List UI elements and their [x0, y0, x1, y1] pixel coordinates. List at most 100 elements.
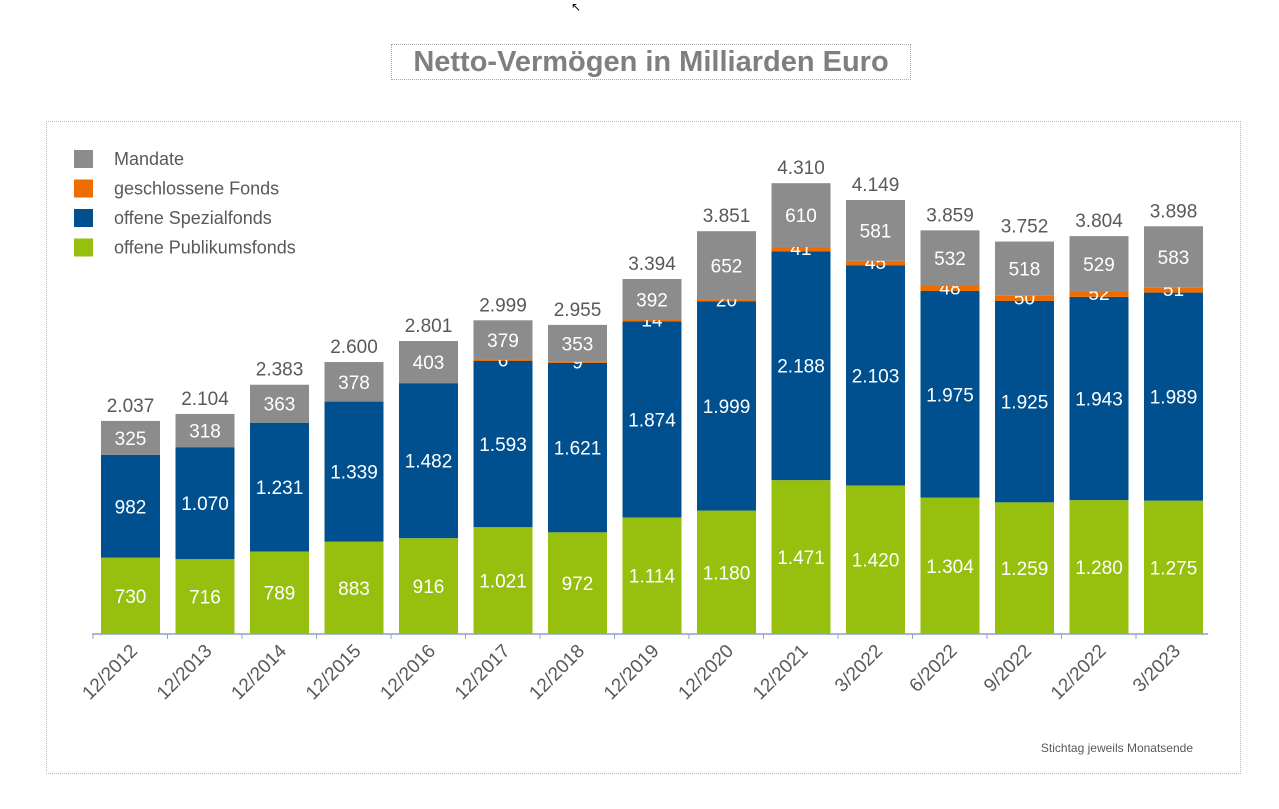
bar-segment-mandate — [920, 230, 980, 286]
data-label: 1.021 — [479, 572, 527, 593]
data-label: 1.304 — [926, 557, 974, 578]
bar-segment-mandate — [846, 200, 905, 261]
bar-segment-offene-publikumsfonds — [250, 551, 309, 634]
bar-segment-mandate — [622, 278, 682, 320]
bar-segment-offene-spezialfonds — [995, 300, 1054, 503]
x-tick-label: 12/2012 — [79, 641, 142, 704]
bar-segment-offene-publikumsfonds — [473, 527, 533, 634]
data-label: 972 — [562, 574, 594, 595]
bar-segment-mandate — [399, 341, 458, 384]
bar-segment-mandate — [101, 420, 160, 455]
footnote: Stichtag jeweils Monatsende — [1041, 741, 1193, 755]
data-label: 2.188 — [777, 357, 825, 378]
total-label: 3.394 — [628, 254, 676, 275]
data-label: 392 — [636, 290, 668, 311]
data-label: 1.943 — [1075, 389, 1123, 410]
total-label: 3.859 — [926, 205, 974, 226]
x-tick-label: 12/2016 — [377, 641, 440, 704]
legend-label: offene Publikumsfonds — [114, 238, 296, 258]
total-label: 2.383 — [256, 360, 304, 381]
data-label: 529 — [1083, 255, 1115, 276]
data-label: 379 — [487, 331, 519, 352]
data-label: 318 — [189, 422, 221, 443]
x-tick-label: 12/2021 — [749, 641, 812, 704]
data-label: 2.103 — [852, 366, 900, 387]
data-label: 916 — [413, 577, 445, 598]
legend-label: Mandate — [114, 149, 184, 169]
bar-segment-offene-spezialfonds — [473, 360, 533, 528]
data-label: 1.275 — [1150, 558, 1198, 579]
bar-segment-geschlossene-fonds — [920, 285, 980, 292]
bar-segment-mandate — [473, 320, 533, 360]
bar-segment-offene-publikumsfonds — [771, 480, 831, 634]
x-tick-label: 12/2013 — [153, 641, 216, 704]
bar-segment-offene-publikumsfonds — [995, 502, 1054, 634]
total-label: 2.600 — [330, 337, 378, 358]
data-label: 1.925 — [1001, 393, 1049, 414]
bar-segment-offene-publikumsfonds — [399, 538, 458, 634]
bar-segment-mandate — [175, 413, 235, 448]
data-label: 518 — [1009, 260, 1041, 281]
total-label: 4.310 — [777, 158, 825, 179]
data-label: 1.339 — [330, 463, 378, 484]
bar-segment-offene-spezialfonds — [250, 422, 309, 552]
data-label: 883 — [338, 579, 370, 600]
total-label: 2.955 — [554, 300, 602, 321]
bar-segment-offene-spezialfonds — [1069, 296, 1129, 501]
data-label: 9 — [572, 352, 583, 373]
data-label: 1.259 — [1001, 559, 1049, 580]
bar-segment-mandate — [1144, 226, 1203, 288]
data-label: 716 — [189, 588, 221, 609]
data-label: 325 — [115, 429, 147, 450]
bar-segment-geschlossene-fonds — [1144, 287, 1203, 293]
bar-segment-geschlossene-fonds — [771, 246, 831, 252]
legend-swatch — [74, 150, 93, 168]
data-label: 6 — [498, 350, 509, 371]
data-label: 581 — [860, 221, 892, 242]
data-label: 532 — [934, 249, 966, 270]
data-label: 652 — [711, 256, 743, 277]
x-tick-label: 12/2020 — [675, 641, 738, 704]
legend-label: offene Spezialfonds — [114, 208, 272, 228]
data-label: 730 — [115, 587, 147, 608]
data-label: 353 — [562, 334, 594, 355]
bar-segment-geschlossene-fonds — [846, 260, 905, 266]
bar-segment-offene-publikumsfonds — [920, 497, 980, 634]
total-label: 4.149 — [852, 175, 900, 196]
bar-segment-offene-publikumsfonds — [846, 485, 905, 634]
data-label: 583 — [1158, 248, 1190, 269]
bar-segment-geschlossene-fonds — [548, 361, 607, 363]
data-label: 1.070 — [181, 494, 229, 515]
chart-title: Netto-Vermögen in Milliarden Euro — [391, 44, 911, 80]
data-label: 789 — [264, 584, 296, 605]
bar-segment-offene-spezialfonds — [846, 265, 905, 486]
bar-segment-geschlossene-fonds — [697, 299, 756, 302]
bar-segment-mandate — [250, 384, 309, 423]
total-label: 2.999 — [479, 295, 527, 316]
bar-segment-offene-publikumsfonds — [622, 517, 682, 634]
bar-segment-offene-spezialfonds — [771, 251, 831, 481]
x-tick-label: 3/2022 — [831, 641, 887, 697]
x-tick-label: 3/2023 — [1129, 641, 1185, 697]
legend-swatch — [74, 209, 93, 227]
x-tick-label: 12/2022 — [1047, 641, 1110, 704]
legend-swatch — [74, 238, 93, 257]
bar-segment-offene-spezialfonds — [1144, 292, 1203, 501]
bar-segment-offene-publikumsfonds — [101, 557, 160, 634]
bar-segment-offene-spezialfonds — [622, 321, 682, 518]
data-label: 1.180 — [703, 563, 751, 584]
mouse-cursor-icon: ↖ — [571, 0, 582, 14]
data-label: 403 — [413, 353, 445, 374]
bar-segment-offene-spezialfonds — [175, 447, 235, 560]
data-label: 1.482 — [405, 452, 453, 473]
total-label: 2.801 — [405, 316, 453, 337]
bar-segment-geschlossene-fonds — [622, 319, 682, 322]
data-label: 1.420 — [852, 551, 900, 572]
bar-segment-offene-publikumsfonds — [1144, 500, 1203, 634]
data-label: 1.975 — [926, 385, 974, 406]
data-label: 610 — [785, 206, 817, 227]
bar-segment-offene-spezialfonds — [399, 383, 458, 539]
bar-segment-mandate — [548, 324, 607, 362]
bar-segment-geschlossene-fonds — [1069, 291, 1129, 297]
data-label: 363 — [264, 395, 296, 416]
